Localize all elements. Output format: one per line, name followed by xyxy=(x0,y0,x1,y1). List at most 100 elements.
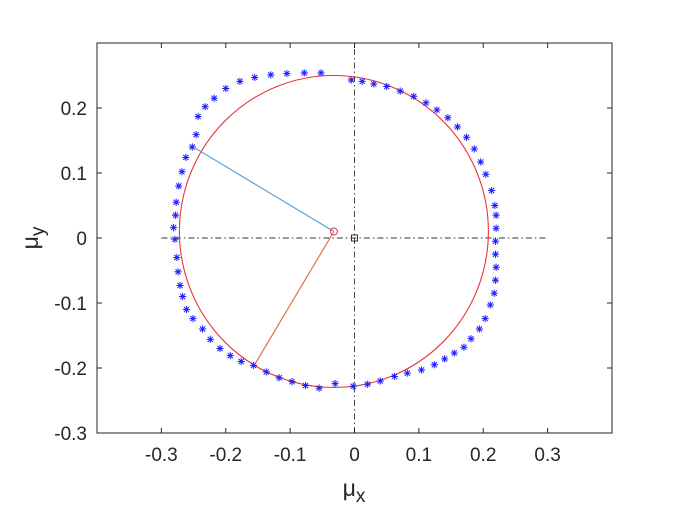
measured-point-marker xyxy=(300,69,308,77)
measured-point-marker xyxy=(171,235,179,243)
origin-marker xyxy=(351,234,358,242)
measured-point-marker xyxy=(441,355,449,363)
radius-lines-layer xyxy=(195,147,335,364)
measured-point-marker xyxy=(182,153,190,161)
measured-point-marker xyxy=(317,69,325,77)
measured-point-marker xyxy=(349,382,357,390)
measured-point-marker xyxy=(172,198,180,206)
measured-point-marker xyxy=(370,80,378,88)
measured-point-marker xyxy=(210,94,218,102)
measured-point-marker xyxy=(178,168,186,176)
measured-point-marker xyxy=(301,381,310,390)
measured-point-marker xyxy=(486,301,494,309)
measured-point-marker xyxy=(453,123,462,131)
measured-point-marker xyxy=(216,344,224,353)
measured-point-marker xyxy=(226,352,234,360)
y-axis-ticks: -0.3 -0.2 -0.1 0 0.1 0.2 xyxy=(54,99,612,445)
measured-point-marker xyxy=(490,289,498,297)
center-markers-layer xyxy=(329,227,358,242)
x-tick-label: 0.2 xyxy=(470,445,496,466)
measured-point-marker xyxy=(488,186,496,195)
x-axis-label: μx xyxy=(343,475,366,507)
measured-point-marker xyxy=(174,268,182,276)
x-tick-label: -0.2 xyxy=(209,445,242,466)
y-axis-label-subscript: y xyxy=(28,226,49,236)
measured-point-marker xyxy=(383,82,391,91)
measured-point-marker xyxy=(347,76,355,84)
measured-point-marker xyxy=(173,253,181,262)
measured-point-marker xyxy=(492,263,500,271)
measured-point-marker xyxy=(477,158,485,166)
measured-point-marker xyxy=(201,103,209,111)
measured-point-marker xyxy=(249,361,258,369)
measured-point-marker xyxy=(192,131,200,139)
measured-point-marker xyxy=(475,325,483,333)
measured-point-marker xyxy=(262,368,270,376)
measured-point-marker xyxy=(194,112,202,121)
fitted-circle xyxy=(178,74,489,389)
x-axis-label-symbol: μ xyxy=(343,475,356,501)
measured-point-marker xyxy=(275,374,283,382)
measured-point-marker xyxy=(236,77,244,85)
measured-point-marker xyxy=(376,377,384,385)
y-axis-label-symbol: μ xyxy=(17,236,43,249)
measured-point-marker xyxy=(176,281,184,290)
measured-point-marker xyxy=(403,369,411,377)
measured-point-marker xyxy=(175,182,183,190)
measured-point-marker xyxy=(491,237,500,245)
measured-point-marker xyxy=(450,349,458,357)
measured-point-marker xyxy=(170,224,178,232)
measured-point-marker xyxy=(189,315,197,323)
measured-point-marker xyxy=(222,84,230,93)
measured-point-marker xyxy=(492,211,500,219)
measured-point-marker xyxy=(237,357,245,366)
y-tick-label: 0.2 xyxy=(61,99,87,120)
y-tick-label: -0.2 xyxy=(54,359,87,380)
y-tick-label: -0.1 xyxy=(54,294,87,315)
measured-point-marker xyxy=(182,305,191,314)
measured-point-marker xyxy=(251,73,259,82)
measured-point-marker xyxy=(179,292,187,301)
measured-point-marker xyxy=(462,133,471,141)
measured-point-marker xyxy=(410,92,418,100)
measured-point-marker xyxy=(460,343,468,351)
fitted-circle-layer xyxy=(178,74,489,389)
fitted-center-marker xyxy=(329,227,338,236)
radius-line xyxy=(254,231,335,364)
x-tick-label: 0.1 xyxy=(406,445,432,466)
measured-point-marker xyxy=(491,250,500,258)
x-tick-label: -0.1 xyxy=(274,445,307,466)
y-axis-label: μy xyxy=(17,226,49,249)
x-tick-label: -0.3 xyxy=(145,445,178,466)
measured-point-marker xyxy=(430,361,438,369)
measured-point-marker xyxy=(206,335,214,343)
x-axis-label-subscript: x xyxy=(356,486,366,507)
measured-point-marker xyxy=(492,224,500,232)
x-axis-ticks: -0.3 -0.2 -0.1 0 0.1 0.2 0.3 xyxy=(145,43,561,466)
measured-point-marker xyxy=(467,335,475,343)
radius-line xyxy=(195,147,335,232)
measured-point-marker xyxy=(171,211,180,219)
x-tick-label: 0 xyxy=(349,445,360,466)
measured-point-marker xyxy=(396,87,404,95)
reference-lines xyxy=(161,43,548,433)
measured-point-marker xyxy=(444,114,452,122)
measured-point-marker xyxy=(288,378,296,386)
measured-point-marker xyxy=(491,201,499,210)
measured-points-layer xyxy=(170,69,500,392)
x-tick-label: 0.3 xyxy=(534,445,560,466)
measured-point-marker xyxy=(390,372,399,381)
measured-point-marker xyxy=(422,99,430,107)
measured-point-marker xyxy=(315,384,323,392)
measured-point-marker xyxy=(198,325,207,333)
measured-point-marker xyxy=(470,145,478,153)
measured-point-marker xyxy=(491,276,500,284)
measured-point-marker xyxy=(358,77,366,85)
y-tick-label: 0 xyxy=(76,229,87,250)
measured-point-marker xyxy=(331,380,339,388)
measured-point-marker xyxy=(482,170,490,178)
measured-point-marker xyxy=(363,380,371,388)
measured-point-marker xyxy=(433,106,441,114)
